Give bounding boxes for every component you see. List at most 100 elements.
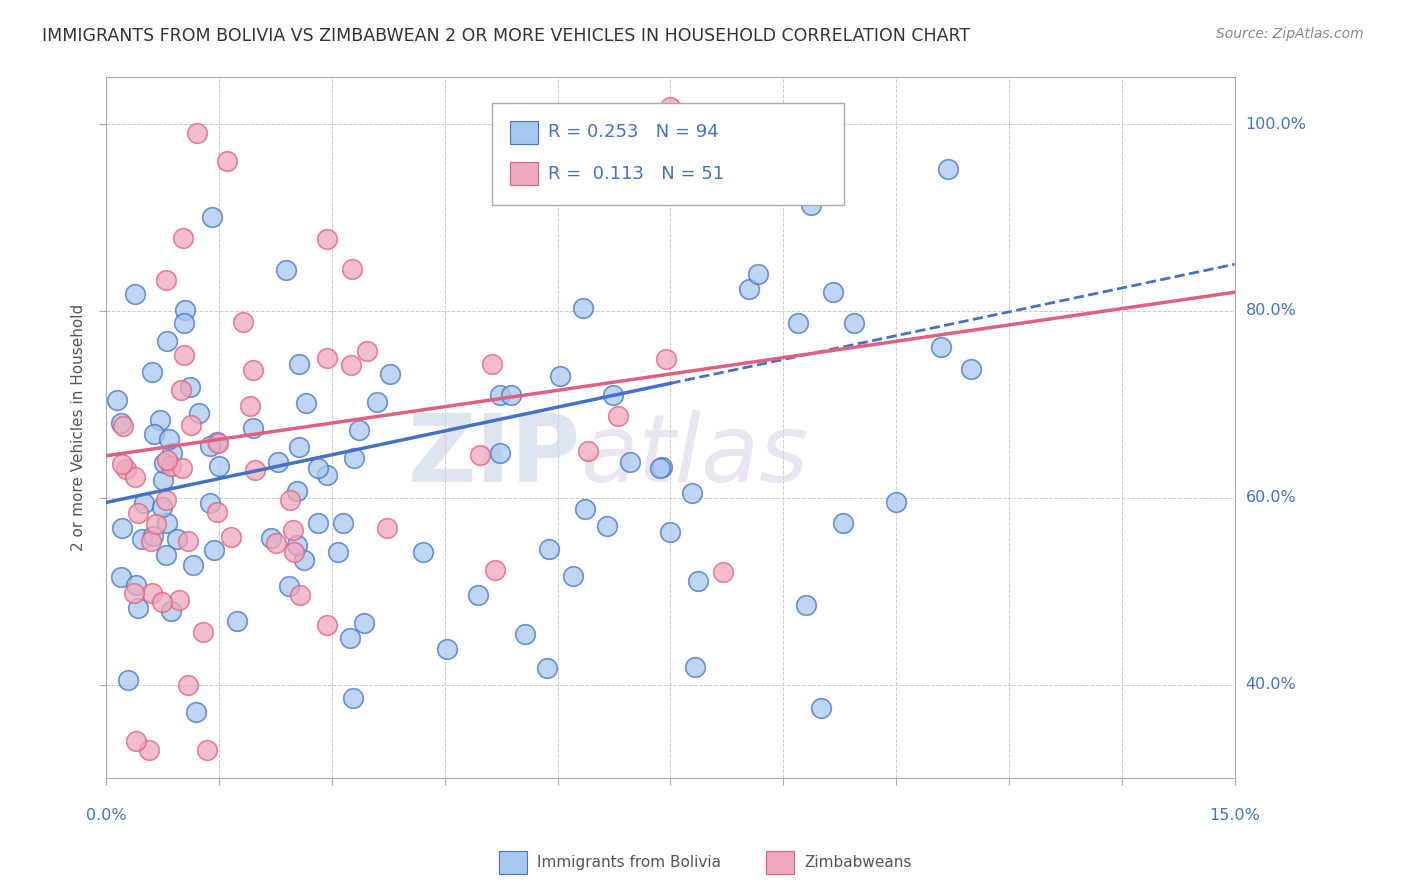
Point [288,588,311,602]
Point [343,451,366,466]
Point [619,454,641,468]
Point [186,127,208,141]
Point [332,516,354,531]
Point [378,368,401,382]
Point [141,586,163,600]
Point [153,456,176,470]
Point [110,416,132,430]
Point [110,570,132,584]
Point [159,459,181,474]
Point [179,380,201,394]
Point [142,529,165,543]
Point [124,286,146,301]
Point [180,417,202,432]
Point [201,211,224,225]
Point [264,536,287,550]
Point [156,516,179,530]
Point [167,593,190,607]
Point [548,369,571,384]
Point [267,455,290,469]
Point [134,496,156,510]
Point [141,365,163,379]
Text: atlas: atlas [581,410,808,501]
Point [149,413,172,427]
Point [274,263,297,277]
Point [205,505,228,519]
Point [470,449,492,463]
Text: IMMIGRANTS FROM BOLIVIA VS ZIMBABWEAN 2 OR MORE VEHICLES IN HOUSEHOLD CORRELATIO: IMMIGRANTS FROM BOLIVIA VS ZIMBABWEAN 2 … [42,27,970,45]
Text: R = 0.253   N = 94: R = 0.253 N = 94 [548,123,718,141]
Point [960,362,983,376]
Point [659,524,682,539]
Point [412,545,434,559]
Point [561,569,583,583]
Point [239,400,262,414]
Point [283,545,305,559]
Point [366,395,388,409]
Point [501,388,523,402]
Point [316,351,339,365]
Point [606,409,628,423]
Point [576,443,599,458]
Point [339,631,361,645]
Point [184,705,207,719]
Point [219,530,242,544]
Point [340,358,363,372]
Point [156,453,179,467]
Point [174,302,197,317]
Point [377,521,399,535]
Point [242,421,264,435]
Point [821,285,844,299]
Point [111,419,134,434]
Point [574,501,596,516]
Point [686,574,709,588]
Point [287,357,309,371]
Point [650,461,672,475]
Point [315,468,337,483]
Point [831,516,853,531]
Text: 15.0%: 15.0% [1209,808,1260,823]
Point [202,543,225,558]
Point [242,363,264,377]
Point [172,460,194,475]
Point [340,261,363,276]
Text: ZIP: ZIP [408,409,581,501]
Point [794,598,817,612]
Point [111,457,134,471]
Text: 60.0%: 60.0% [1246,491,1296,505]
Point [232,315,254,329]
Point [353,616,375,631]
Point [105,392,128,407]
Point [800,198,823,212]
Point [683,660,706,674]
Text: Source: ZipAtlas.com: Source: ZipAtlas.com [1216,27,1364,41]
Point [538,541,561,556]
Point [884,495,907,509]
Point [536,661,558,675]
Point [347,423,370,437]
Point [150,594,173,608]
Point [166,533,188,547]
Text: 0.0%: 0.0% [86,808,127,823]
Point [342,691,364,706]
Point [316,618,339,632]
Point [356,343,378,358]
Point [157,433,180,447]
Point [124,470,146,484]
Point [481,357,503,371]
Y-axis label: 2 or more Vehicles in Household: 2 or more Vehicles in Household [72,304,86,551]
Point [155,334,177,348]
Point [436,642,458,657]
Point [651,460,673,475]
Point [787,316,810,330]
Point [260,531,283,545]
Point [307,516,329,531]
Point [288,440,311,454]
Point [187,406,209,420]
Point [155,273,177,287]
Point [277,579,299,593]
Point [152,473,174,487]
Point [285,538,308,552]
Point [127,507,149,521]
Point [215,154,238,169]
